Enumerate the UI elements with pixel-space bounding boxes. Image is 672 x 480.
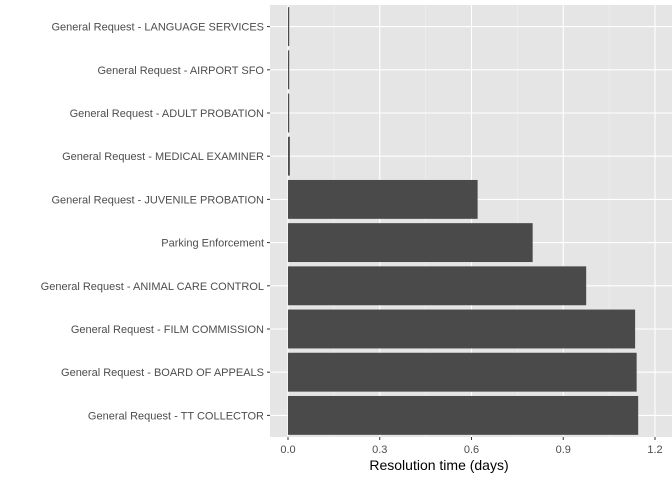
x-tick-label: 1.2 [647,444,662,456]
x-tick-label: 0.0 [280,444,295,456]
x-axis: 0.0 0.3 0.6 0.9 1.2 [280,437,663,456]
bars [288,7,639,435]
y-tick-label: General Request - ANIMAL CARE CONTROL [41,281,264,293]
x-tick-label: 0.6 [464,444,479,456]
y-tick-label: General Request - AIRPORT SFO [98,65,265,77]
bar [288,352,637,392]
y-tick-label: General Request - TT COLLECTOR [88,410,264,422]
y-tick-label: General Request - ADULT PROBATION [70,108,264,120]
y-tick-label: General Request - MEDICAL EXAMINER [62,151,264,163]
bar [288,223,533,263]
bar [288,309,636,349]
bar [288,93,290,133]
bar [288,266,587,306]
y-tick-label: Parking Enforcement [161,238,264,250]
bar [288,179,478,219]
y-tick-label: General Request - LANGUAGE SERVICES [51,22,264,34]
x-tick-label: 0.9 [556,444,571,456]
y-axis: General Request - LANGUAGE SERVICES Gener… [41,22,270,422]
bar [288,50,290,90]
y-tick-label: General Request - BOARD OF APPEALS [61,367,264,379]
y-tick-label: General Request - FILM COMMISSION [71,324,264,336]
y-tick-label: General Request - JUVENILE PROBATION [51,194,264,206]
bar [288,7,290,47]
x-tick-label: 0.3 [372,444,387,456]
x-axis-title: Resolution time (days) [369,457,508,473]
bar [288,395,639,435]
bar [288,136,290,176]
